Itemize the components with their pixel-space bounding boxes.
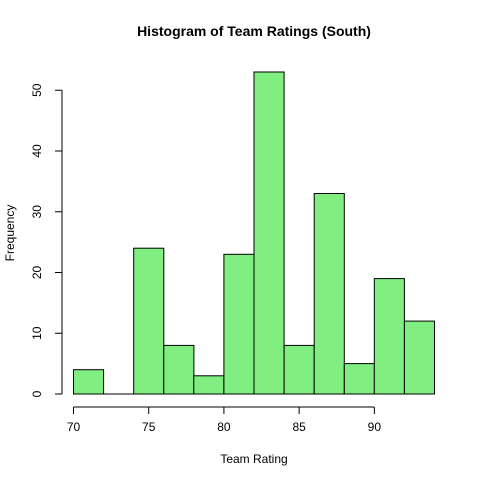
- histogram-bar-4: [193, 375, 225, 395]
- x-tick-label-75: 75: [142, 420, 156, 434]
- y-tick-label-40: 40: [30, 144, 44, 158]
- histogram-bar-2: [133, 247, 165, 395]
- chart-title: Histogram of Team Ratings (South): [137, 23, 371, 39]
- bars-group: [73, 71, 435, 395]
- y-axis-label: Frequency: [3, 205, 17, 262]
- x-tick-label-80: 80: [217, 420, 231, 434]
- histogram-bar-0: [73, 369, 105, 395]
- x-axis: 70 75 80 85 90: [67, 406, 382, 434]
- y-axis: 0 10 20 30 40 50: [30, 83, 63, 397]
- y-tick-label-0: 0: [30, 390, 44, 397]
- y-tick-label-30: 30: [30, 205, 44, 219]
- histogram-bar-11: [403, 320, 435, 395]
- histogram-bar-10: [373, 278, 405, 395]
- y-tick-label-10: 10: [30, 326, 44, 340]
- histogram-bar-8: [313, 193, 345, 395]
- histogram-bar-3: [163, 344, 195, 395]
- histogram-bar-5: [223, 253, 255, 395]
- histogram-bar-6: [253, 71, 285, 395]
- y-tick-label-50: 50: [30, 83, 44, 97]
- x-tick-label-90: 90: [368, 420, 382, 434]
- x-axis-label: Team Rating: [220, 452, 287, 466]
- histogram-bar-9: [343, 363, 375, 395]
- x-tick-label-70: 70: [67, 420, 81, 434]
- x-tick-label-85: 85: [292, 420, 306, 434]
- histogram-bar-7: [283, 344, 315, 395]
- y-tick-label-20: 20: [30, 266, 44, 280]
